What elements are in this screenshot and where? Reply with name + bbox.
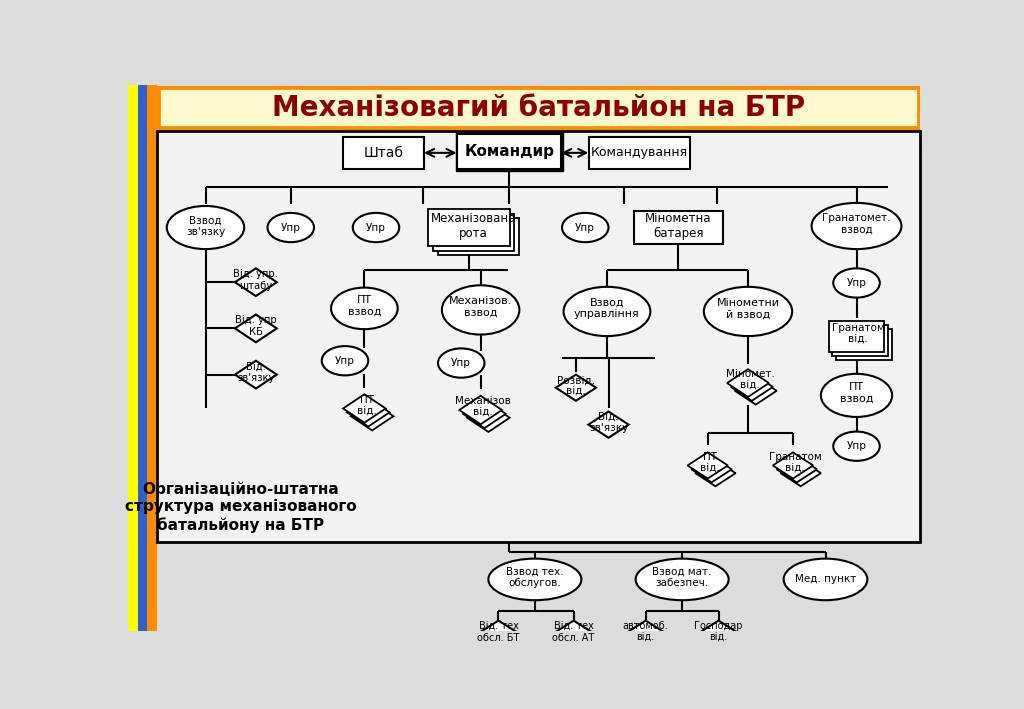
- Polygon shape: [776, 456, 817, 482]
- FancyBboxPatch shape: [589, 137, 690, 169]
- Bar: [157, 130, 920, 542]
- Text: Взвод мат.
забезпеч.: Взвод мат. забезпеч.: [652, 566, 712, 588]
- Ellipse shape: [438, 348, 484, 378]
- Ellipse shape: [442, 285, 519, 335]
- Text: Взвод
зв'язку: Взвод зв'язку: [186, 216, 225, 237]
- Bar: [128, 85, 138, 631]
- Polygon shape: [554, 620, 594, 646]
- Polygon shape: [234, 268, 276, 296]
- Text: Від.
зв'язку: Від. зв'язку: [238, 362, 274, 383]
- Text: Від. тех
обсл. АТ: Від. тех обсл. АТ: [553, 621, 595, 642]
- FancyBboxPatch shape: [837, 329, 892, 360]
- Text: Гранатомет.
взвод: Гранатомет. взвод: [822, 213, 891, 235]
- Polygon shape: [234, 361, 276, 389]
- FancyBboxPatch shape: [437, 218, 519, 255]
- Text: Упр: Упр: [281, 223, 301, 233]
- Ellipse shape: [563, 287, 650, 336]
- Text: Упр: Упр: [847, 278, 866, 288]
- Polygon shape: [727, 369, 769, 397]
- FancyBboxPatch shape: [433, 213, 514, 250]
- Polygon shape: [773, 452, 813, 479]
- Bar: [138, 85, 147, 631]
- Text: Упр: Упр: [452, 358, 471, 368]
- Text: Від. тех
обсл. БТ: Від. тех обсл. БТ: [477, 621, 519, 642]
- FancyBboxPatch shape: [634, 211, 723, 245]
- Text: Взвод тех.
обслугов.: Взвод тех. обслугов.: [506, 566, 563, 588]
- Bar: [159, 88, 918, 128]
- Text: Міномет.
від.: Міномет. від.: [726, 369, 775, 391]
- Polygon shape: [695, 460, 735, 486]
- Text: ПТ
від.: ПТ від.: [700, 452, 720, 473]
- Polygon shape: [478, 620, 518, 646]
- FancyBboxPatch shape: [456, 132, 563, 171]
- Text: Механізовагий батальйон на БТР: Механізовагий батальйон на БТР: [272, 94, 805, 122]
- Text: Взвод
управління: Взвод управління: [574, 298, 640, 319]
- Text: ПТ
взвод: ПТ взвод: [840, 382, 873, 404]
- Ellipse shape: [267, 213, 314, 242]
- Text: Упр: Упр: [847, 441, 866, 451]
- Text: Від. упр.
штабу: Від. упр. штабу: [233, 269, 279, 291]
- Text: ПТ
від.: ПТ від.: [356, 395, 377, 416]
- Text: Механізов.
взвод: Механізов. взвод: [449, 296, 512, 318]
- Polygon shape: [556, 374, 596, 401]
- Polygon shape: [460, 396, 502, 424]
- Text: Від. упр
КБ: Від. упр КБ: [236, 316, 276, 337]
- Polygon shape: [698, 620, 738, 646]
- Text: Мінометна
батарея: Мінометна батарея: [645, 212, 712, 240]
- Polygon shape: [731, 373, 773, 401]
- Ellipse shape: [703, 287, 793, 336]
- Text: Командир: Командир: [464, 144, 554, 159]
- Ellipse shape: [352, 213, 399, 242]
- FancyBboxPatch shape: [343, 137, 424, 169]
- Polygon shape: [687, 452, 728, 479]
- Text: Командування: Командування: [591, 146, 688, 160]
- Polygon shape: [343, 394, 386, 423]
- Text: Упр: Упр: [575, 223, 595, 233]
- Text: Розвід.
від.: Розвід. від.: [557, 375, 595, 397]
- Text: Гранатом
від.: Гранатом від.: [831, 323, 885, 345]
- FancyBboxPatch shape: [828, 321, 885, 352]
- Polygon shape: [780, 460, 821, 486]
- Ellipse shape: [322, 346, 369, 375]
- FancyBboxPatch shape: [833, 325, 888, 356]
- Polygon shape: [589, 411, 629, 437]
- Ellipse shape: [636, 559, 729, 601]
- Ellipse shape: [783, 559, 867, 601]
- Polygon shape: [626, 620, 666, 646]
- Text: Господар
від.: Господар від.: [694, 621, 742, 642]
- Ellipse shape: [562, 213, 608, 242]
- Ellipse shape: [167, 206, 245, 249]
- Polygon shape: [347, 398, 389, 427]
- Ellipse shape: [834, 268, 880, 298]
- Text: автомоб.
від.: автомоб. від.: [623, 621, 669, 642]
- Text: Гранатом
від.: Гранатом від.: [769, 452, 821, 473]
- Bar: [147, 85, 157, 631]
- Bar: [157, 86, 920, 130]
- Polygon shape: [467, 403, 510, 432]
- Ellipse shape: [812, 203, 901, 249]
- Polygon shape: [234, 315, 276, 342]
- Ellipse shape: [821, 374, 892, 417]
- Text: Упр: Упр: [366, 223, 386, 233]
- Polygon shape: [691, 456, 732, 482]
- FancyBboxPatch shape: [428, 209, 510, 246]
- Text: Організаційно-штатна
структура механізованого
батальйону на БТР: Організаційно-штатна структура механізов…: [125, 481, 356, 532]
- Text: Мінометни
й взвод: Мінометни й взвод: [717, 298, 779, 319]
- Text: ПТ
взвод: ПТ взвод: [347, 295, 381, 317]
- Text: Механізов
від.: Механізов від.: [455, 396, 511, 418]
- Text: Упр: Упр: [335, 356, 355, 366]
- Text: Мед. пункт: Мед. пункт: [795, 574, 856, 584]
- Text: Механізована
рота: Механізована рота: [431, 212, 516, 240]
- Polygon shape: [351, 402, 393, 430]
- Ellipse shape: [488, 559, 582, 601]
- Text: Штаб: Штаб: [364, 146, 403, 160]
- Ellipse shape: [331, 288, 397, 329]
- Text: Від.
зв'язку: Від. зв'язку: [589, 411, 628, 433]
- Ellipse shape: [834, 432, 880, 461]
- FancyBboxPatch shape: [458, 133, 561, 169]
- Polygon shape: [735, 377, 776, 405]
- Polygon shape: [463, 400, 506, 428]
